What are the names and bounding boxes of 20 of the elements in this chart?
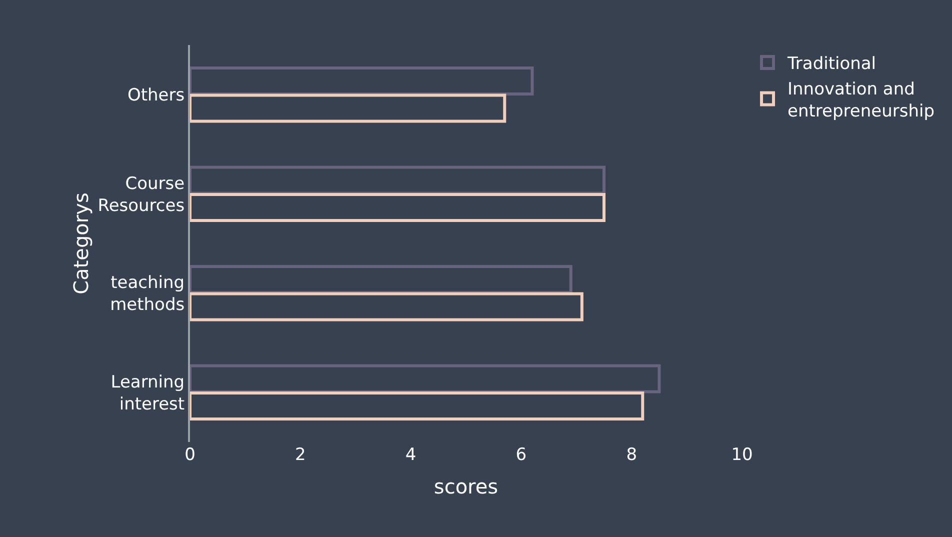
x-tick-label: 8 [626, 445, 638, 465]
bar [190, 66, 534, 96]
y-tick-label: teaching methods [110, 273, 185, 316]
bar [190, 292, 584, 322]
x-tick-label: 10 [731, 445, 753, 465]
x-tick-label: 2 [294, 445, 306, 465]
x-tick-label: 4 [405, 445, 416, 465]
x-tick-label: 6 [516, 445, 527, 465]
y-tick-label: Course Resources [98, 174, 185, 216]
bar [190, 392, 644, 420]
bar [190, 265, 572, 294]
x-axis-title: scores [434, 474, 498, 498]
y-axis-title: Categorys [68, 192, 93, 294]
legend-label: Traditional [786, 54, 876, 74]
legend-label: Innovation and entrepreneurship [788, 79, 935, 122]
y-tick-label: Learning interest [110, 372, 185, 414]
y-tick-label: Others [127, 86, 185, 106]
x-tick-label: 0 [184, 445, 196, 465]
bar [190, 193, 606, 222]
bar [190, 94, 506, 123]
